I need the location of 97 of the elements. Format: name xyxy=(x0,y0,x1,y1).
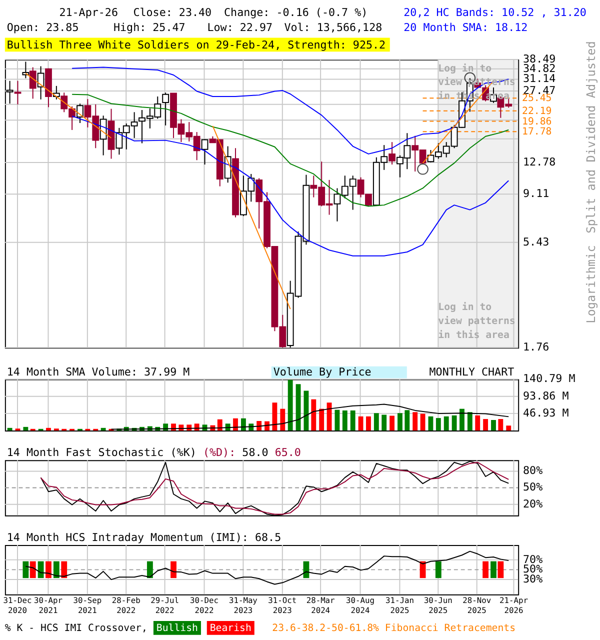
bar xyxy=(498,419,504,431)
ref-line-label: 22.19 xyxy=(522,106,552,117)
bar xyxy=(23,426,28,431)
text: Open: 23.85 xyxy=(6,20,79,34)
text: Bearish xyxy=(210,622,252,634)
x-tick-label: 31-May 2023 xyxy=(228,596,258,616)
x-tick-label: 28-Mar 2024 xyxy=(306,596,336,616)
text: 23.6-38.2-50-61.8% Fibonacci Retracements xyxy=(272,622,516,634)
bar xyxy=(374,413,379,431)
bar xyxy=(491,420,496,431)
y-tick-label: 1.76 xyxy=(523,340,550,354)
bar xyxy=(460,408,464,431)
candlestick xyxy=(162,92,170,126)
ref-line-label: 17.78 xyxy=(522,126,552,138)
x-tick-label: 28-Nov 2025 xyxy=(462,596,492,616)
y-tick-label: 12.78 xyxy=(523,155,556,168)
bar xyxy=(506,426,512,431)
bar xyxy=(240,418,246,431)
y-axis-title: Split and Dividend Adjusted xyxy=(584,41,598,234)
bar xyxy=(404,410,410,431)
x-tick-label: 29-Jul 2022 xyxy=(150,596,180,616)
text: 58.0 xyxy=(242,446,268,460)
x-tick-label: 28-Feb 2022 xyxy=(112,596,141,616)
y-tick-label: 5.43 xyxy=(523,235,550,248)
candlestick xyxy=(37,66,44,100)
bar xyxy=(452,415,457,431)
text: Low: 22.97 xyxy=(207,20,273,34)
bar xyxy=(233,418,238,431)
text: High: 25.47 xyxy=(113,20,186,34)
bar xyxy=(366,416,371,431)
y-tick-label: 50% xyxy=(523,480,544,494)
bar xyxy=(436,418,441,431)
bar xyxy=(398,413,402,431)
y-tick-label: 140.79 M xyxy=(523,372,576,386)
x-tick-label: 21-Apr 2026 xyxy=(500,596,528,616)
bar xyxy=(420,414,426,431)
ref-line-label: 19.86 xyxy=(522,116,552,128)
chart-title: Bullish Three White Soldiers on 29-Feb-24, Strength: 925.2 xyxy=(6,38,386,52)
bar xyxy=(7,428,12,431)
bar xyxy=(350,410,356,431)
text: 20 Month SMA: 18.12 xyxy=(404,20,528,34)
x-tick-label: 30-Apr 2021 xyxy=(34,596,63,616)
x-tick-label: 31-Oct 2023 xyxy=(268,596,297,616)
bar xyxy=(475,415,480,431)
candlestick xyxy=(76,103,84,124)
bar xyxy=(272,402,278,431)
bar xyxy=(311,399,316,431)
y-tick-label: 9.11 xyxy=(523,187,550,200)
bar xyxy=(382,414,387,431)
bar xyxy=(483,419,488,431)
series-label: (%K) xyxy=(170,446,196,460)
text: (%D): xyxy=(202,446,236,460)
chart-title: 14 Month HCS Intraday Momentum (IMI): 68.5 xyxy=(6,531,282,544)
y-tick-label: 93.86 M xyxy=(523,389,570,402)
text: Logarithmic xyxy=(584,245,598,324)
x-tick-label: 30-Sep 2021 xyxy=(73,596,102,616)
y-tick-label: 20% xyxy=(523,497,544,510)
x-tick-label: 31-Dec 2020 xyxy=(3,596,32,616)
text: Change: -0.16 (-0.7 %) xyxy=(224,6,368,20)
text: Bullish xyxy=(156,622,198,634)
bar xyxy=(217,419,222,431)
annotation: Log in to view patterns in this area xyxy=(438,301,516,341)
x-tick-label: 30-Aug 2024 xyxy=(346,596,375,616)
bar xyxy=(412,412,418,431)
bar xyxy=(342,410,348,431)
text: Volume By Price xyxy=(273,365,372,378)
candlestick xyxy=(388,142,396,166)
chart-title: 14 Month Fast Stochastic xyxy=(6,446,164,460)
legend-title: % K - HCS IMI Crossover, xyxy=(4,622,148,634)
bar xyxy=(467,412,472,431)
candlestick xyxy=(14,80,22,105)
bar xyxy=(280,408,286,431)
text: 21-Apr-26 xyxy=(59,6,118,20)
bar xyxy=(100,428,106,431)
y-tick-label: 46.93 M xyxy=(523,406,570,420)
bar xyxy=(334,410,340,431)
chart-title: 14 Month SMA Volume: 37.99 M xyxy=(6,365,190,378)
text: MONTHLY CHART xyxy=(429,365,515,378)
y-tick-label: 31.14 xyxy=(523,72,556,86)
text: 65.0 xyxy=(274,446,301,460)
candlestick xyxy=(201,138,208,166)
candlestick xyxy=(29,66,36,100)
bar xyxy=(288,380,293,431)
x-tick-label: 30-Jun 2025 xyxy=(424,596,453,616)
bar xyxy=(428,416,434,431)
text: 20,2 HC Bands: 10.52 , 31.20 xyxy=(404,6,586,20)
line-series xyxy=(25,550,510,585)
y-tick-label: 80% xyxy=(523,464,544,478)
x-tick-label: 31-Jan 2025 xyxy=(386,596,414,616)
bar xyxy=(444,416,449,431)
bar xyxy=(46,428,51,431)
bar xyxy=(358,416,364,431)
text: Vol: 13,566,128 xyxy=(284,20,382,34)
bar xyxy=(319,408,324,431)
text: Close: 23.40 xyxy=(133,6,212,20)
x-tick-label: 30-Dec 2022 xyxy=(190,596,219,616)
bar xyxy=(390,416,395,431)
